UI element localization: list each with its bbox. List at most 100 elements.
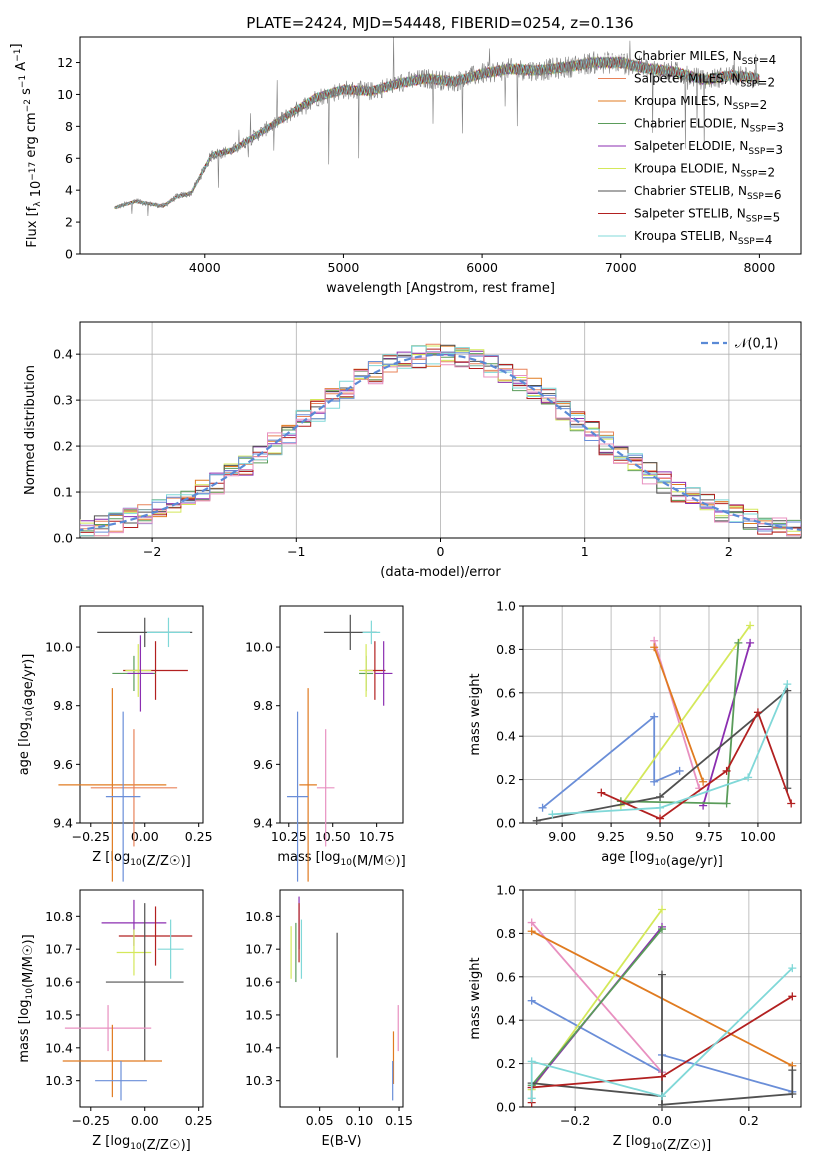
x-tick-label: 6000 — [466, 260, 498, 275]
weight-series-line — [653, 640, 701, 789]
legend-entry: Chabrier STELIB, NSSP=6 — [634, 184, 782, 202]
y-tick-label: 0.0 — [496, 816, 516, 831]
y-tick-label: 0.6 — [496, 969, 516, 984]
weight-marker — [744, 773, 753, 782]
y-tick-label: 0.6 — [496, 685, 516, 700]
errorbar-point — [105, 903, 184, 1061]
x-axis-label: age [log10(age/yr)] — [601, 850, 723, 869]
x-tick-label: 10.50 — [315, 829, 351, 844]
legend-entry: Chabrier ELODIE, NSSP=3 — [634, 117, 784, 135]
errorbar-point — [157, 919, 184, 979]
residuals-panel: −2 −1 0 1 2 0.0 0.1 0.2 0.3 0.4 (data-model)/error… — [23, 321, 802, 580]
y-tick-label: 10.5 — [245, 1007, 273, 1022]
errorbar-point — [95, 1060, 147, 1101]
y-tick-label: 10.3 — [245, 1073, 273, 1088]
errorbar-point — [116, 929, 152, 976]
weight-marker — [658, 905, 666, 914]
x-tick-label: −0.25 — [72, 829, 110, 844]
y-tick-label: 8 — [65, 119, 73, 134]
x-tick-label: 0.25 — [185, 829, 213, 844]
errorbar-point — [127, 635, 154, 712]
y-axis-label: mass weight — [468, 673, 483, 755]
axes-frame — [79, 889, 204, 1108]
x-axis-label: Z [log10(Z/Z☉)] — [92, 850, 190, 869]
weight-marker — [787, 799, 796, 808]
axes-frame — [279, 605, 404, 824]
y-tick-label: 10.4 — [245, 1040, 273, 1055]
y-tick-label: 0.4 — [496, 729, 516, 744]
x-tick-label: 10.00 — [740, 829, 776, 844]
x-tick-label: 9.00 — [548, 829, 576, 844]
weight-series-line — [530, 967, 793, 1099]
errorbar-point — [316, 729, 335, 847]
weight-series-line — [536, 688, 789, 822]
y-tick-label: 0.0 — [53, 531, 73, 546]
normal-reference-curve — [80, 353, 801, 532]
y-tick-label: 0.1 — [53, 485, 73, 500]
weight-marker — [527, 996, 536, 1005]
y-axis-label: Flux [fλ 10−17 erg cm−2 s−1 A−1] — [9, 43, 44, 247]
errorbar-point — [374, 641, 393, 706]
y-axis-label: age [log10(age/yr)] — [17, 654, 36, 776]
y-tick-label: 10.3 — [45, 1073, 73, 1088]
x-tick-label: 8000 — [743, 260, 775, 275]
y-tick-label: 10.4 — [45, 1040, 73, 1055]
y-tick-label: 2 — [65, 215, 73, 230]
y-tick-label: 10 — [57, 87, 73, 102]
errorbar-point — [359, 644, 374, 697]
weight-marker — [734, 638, 743, 647]
x-axis-label: wavelength [Angstrom, rest frame] — [326, 281, 555, 296]
y-tick-label: 10.0 — [45, 640, 73, 655]
errorbar-point — [90, 729, 178, 847]
x-axis-label: Z [log10(Z/Z☉)] — [613, 1134, 711, 1153]
y-tick-label: 9.4 — [253, 816, 273, 831]
axes-frame — [79, 36, 802, 255]
y-tick-label: 10.8 — [245, 909, 273, 924]
y-tick-label: 0.4 — [53, 347, 73, 362]
y-tick-label: 12 — [57, 55, 73, 70]
legend-entry: Salpeter ELODIE, NSSP=3 — [634, 139, 783, 157]
y-tick-label: 9.6 — [53, 757, 73, 772]
x-tick-label: 0.00 — [131, 829, 159, 844]
x-tick-label: 0.05 — [306, 1113, 334, 1128]
x-axis-label: Z [log10(Z/Z☉)] — [92, 1134, 190, 1153]
weight-series-line — [531, 928, 663, 1086]
mass-vs-extinction-panel: 0.05 0.10 0.15 10.3 10.4 10.5 10.6 10.7 10.8 E(B-… — [245, 889, 413, 1149]
weight-marker — [527, 918, 536, 927]
weight-marker — [597, 788, 606, 797]
weight-marker — [658, 1092, 666, 1101]
legend-entry: Chabrier MILES, NSSP=4 — [634, 49, 776, 67]
y-tick-label: 0.2 — [496, 1056, 516, 1071]
weight-marker — [783, 680, 792, 689]
mass-vs-metallicity-panel: −0.25 0.00 0.25 10.3 10.4 10.5 10.6 10.7 10.8 Z [… — [17, 889, 213, 1153]
weight-series-line — [542, 714, 680, 809]
weight-vs-metallicity-panel: −0.2 0.0 0.2 0.0 0.2 0.4 0.6 0.8 1.0 Z [log10(Z/Z… — [468, 883, 802, 1153]
x-tick-label: −0.25 — [72, 1113, 110, 1128]
weight-marker — [650, 712, 659, 721]
weight-marker — [658, 1100, 666, 1109]
x-tick-label: 9.75 — [695, 829, 723, 844]
y-tick-label: 4 — [65, 183, 73, 198]
figure-title: PLATE=2424, MJD=54448, FIBERID=0254, z=0… — [246, 14, 633, 32]
weight-marker — [658, 1072, 666, 1081]
x-tick-label: 9.50 — [646, 829, 674, 844]
weight-marker — [527, 927, 536, 936]
weight-marker — [656, 792, 665, 801]
x-tick-label: 10.25 — [271, 829, 307, 844]
weight-marker — [788, 1066, 797, 1075]
x-tick-label: 2 — [725, 544, 733, 559]
x-axis-label: E(B-V) — [321, 1134, 361, 1149]
x-axis-label: mass [log10(M/M☉)] — [277, 850, 405, 869]
weight-vs-age-panel: 9.00 9.25 9.50 9.75 10.00 0.0 0.2 0.4 0.6 0.8 1.0 a… — [468, 599, 802, 869]
y-tick-label: 0 — [65, 247, 73, 262]
weight-series-line — [702, 642, 751, 806]
legend-entry: Kroupa MILES, NSSP=2 — [634, 94, 767, 112]
legend-entry: Kroupa STELIB, NSSP=4 — [634, 229, 772, 247]
legend-entry: Kroupa ELODIE, NSSP=2 — [634, 162, 775, 180]
x-tick-label: −1 — [287, 544, 305, 559]
weight-series-line — [653, 646, 704, 783]
weight-marker — [527, 1094, 536, 1103]
weight-marker — [746, 621, 755, 630]
y-tick-label: 10.5 — [45, 1007, 73, 1022]
